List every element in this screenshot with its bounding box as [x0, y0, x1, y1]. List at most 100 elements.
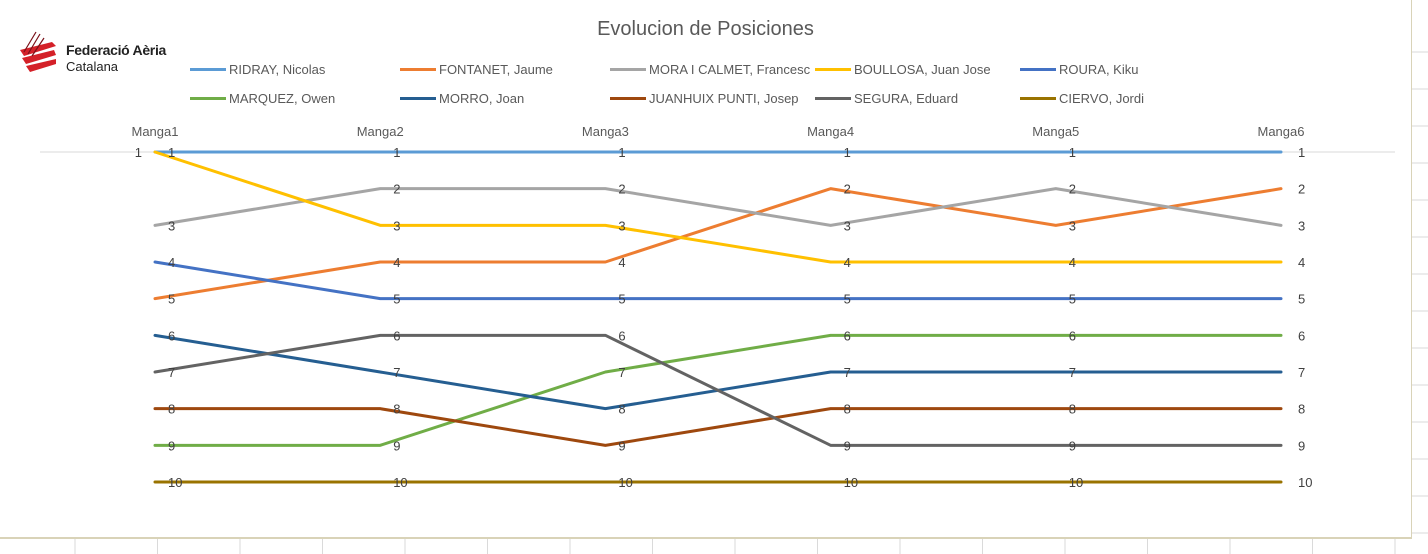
data-label: 9 — [1069, 438, 1076, 453]
legend-item[interactable]: BOULLOSA, Juan Jose — [815, 62, 991, 77]
data-label: 10 — [844, 475, 858, 490]
chart-title: Evolucion de Posiciones — [597, 18, 814, 40]
data-label: 6 — [168, 328, 175, 343]
data-label: 4 — [844, 255, 851, 270]
data-label: 1 — [618, 145, 625, 160]
data-label: 2 — [618, 182, 625, 197]
legend-label: CIERVO, Jordi — [1059, 91, 1145, 106]
data-label: 3 — [618, 218, 625, 233]
data-label: 3 — [1069, 218, 1076, 233]
data-label: 4 — [1069, 255, 1076, 270]
data-label: 7 — [1298, 365, 1305, 380]
x-tick-label: Manga2 — [357, 124, 404, 139]
data-label: 9 — [168, 438, 175, 453]
legend-label: JUANHUIX PUNTI, Josep — [649, 91, 799, 106]
x-tick-label: Manga3 — [582, 124, 629, 139]
data-label: 9 — [1298, 438, 1305, 453]
series-line[interactable] — [153, 333, 1283, 447]
series-line[interactable] — [153, 333, 1283, 411]
legend-label: RIDRAY, Nicolas — [229, 62, 326, 77]
chart-frame[interactable]: Evolucion de Posiciones Federació Aèria … — [0, 0, 1412, 539]
legend-label: ROURA, Kiku — [1059, 62, 1139, 77]
data-label: 8 — [844, 402, 851, 417]
data-label: 5 — [618, 292, 625, 307]
legend-swatch-icon — [815, 97, 851, 100]
legend-item[interactable]: MORA I CALMET, Francesc — [610, 62, 810, 77]
data-labels: 1 1 1 1 1 1 5 4 4 2 3 2 3 2 2 3 2 3 1 3 3 4 4 4 4 5 5 5 5 5 9 9 7 6 6 6 6 7 8 7… — [135, 145, 1313, 490]
legend-item[interactable]: FONTANET, Jaume — [400, 62, 553, 77]
data-label: 10 — [168, 475, 182, 490]
legend-label: BOULLOSA, Juan Jose — [854, 62, 991, 77]
data-label: 1 — [135, 145, 142, 160]
data-label: 10 — [1298, 475, 1312, 490]
series-line[interactable] — [153, 407, 1283, 447]
series-line[interactable] — [153, 187, 1283, 227]
legend-swatch-icon — [190, 97, 226, 100]
data-label: 10 — [1069, 475, 1083, 490]
legend-item[interactable]: MARQUEZ, Owen — [190, 91, 335, 106]
x-tick-label: Manga6 — [1258, 124, 1305, 139]
legend-item[interactable]: MORRO, Joan — [400, 91, 524, 106]
legend-swatch-icon — [400, 68, 436, 71]
data-label: 2 — [393, 182, 400, 197]
data-label: 6 — [1069, 328, 1076, 343]
logo-line1: Federació Aèria — [66, 42, 167, 58]
x-tick-label: Manga1 — [132, 124, 179, 139]
data-label: 4 — [393, 255, 400, 270]
x-tick-label: Manga4 — [807, 124, 854, 139]
series-line[interactable] — [153, 260, 1283, 301]
data-label: 3 — [1298, 218, 1305, 233]
series-line[interactable] — [153, 333, 1283, 447]
legend-swatch-icon — [400, 97, 436, 100]
legend-swatch-icon — [1020, 97, 1056, 100]
series-line[interactable] — [153, 150, 1283, 264]
legend-item[interactable]: ROURA, Kiku — [1020, 62, 1138, 77]
data-label: 8 — [393, 402, 400, 417]
legend-item[interactable]: CIERVO, Jordi — [1020, 91, 1144, 106]
data-label: 2 — [1298, 182, 1305, 197]
legend-label: MORA I CALMET, Francesc — [649, 62, 811, 77]
legend-item[interactable]: SEGURA, Eduard — [815, 91, 958, 106]
legend-swatch-icon — [815, 68, 851, 71]
series-line[interactable] — [153, 187, 1283, 301]
legend-label: MORRO, Joan — [439, 91, 525, 106]
data-label: 1 — [844, 145, 851, 160]
data-label: 4 — [168, 255, 175, 270]
data-label: 7 — [618, 365, 625, 380]
data-label: 5 — [844, 292, 851, 307]
legend-label: FONTANET, Jaume — [439, 62, 553, 77]
data-label: 5 — [393, 292, 400, 307]
data-label: 7 — [1069, 365, 1076, 380]
data-label: 9 — [393, 438, 400, 453]
data-label: 3 — [844, 218, 851, 233]
data-label: 5 — [1298, 292, 1305, 307]
data-label: 3 — [393, 218, 400, 233]
data-label: 9 — [844, 438, 851, 453]
legend-item[interactable]: JUANHUIX PUNTI, Josep — [610, 91, 799, 106]
legend-swatch-icon — [190, 68, 226, 71]
legend-item[interactable]: RIDRAY, Nicolas — [190, 62, 325, 77]
data-label: 4 — [1298, 255, 1305, 270]
data-label: 1 — [393, 145, 400, 160]
data-label: 6 — [618, 328, 625, 343]
logo: Federació Aèria Catalana — [16, 28, 176, 80]
data-label: 1 — [168, 145, 175, 160]
data-label: 3 — [168, 218, 175, 233]
data-label: 5 — [168, 292, 175, 307]
data-label: 6 — [393, 328, 400, 343]
data-label: 7 — [168, 365, 175, 380]
data-label: 8 — [618, 402, 625, 417]
legend-label: SEGURA, Eduard — [854, 91, 959, 106]
legend-swatch-icon — [610, 97, 646, 100]
data-label: 6 — [1298, 328, 1305, 343]
data-label: 4 — [618, 255, 625, 270]
data-label: 1 — [1069, 145, 1076, 160]
data-label: 6 — [844, 328, 851, 343]
legend-swatch-icon — [1020, 68, 1056, 71]
logo-line2: Catalana — [66, 59, 119, 74]
legend-swatch-icon — [610, 68, 646, 71]
data-label: 7 — [844, 365, 851, 380]
data-label: 5 — [1069, 292, 1076, 307]
